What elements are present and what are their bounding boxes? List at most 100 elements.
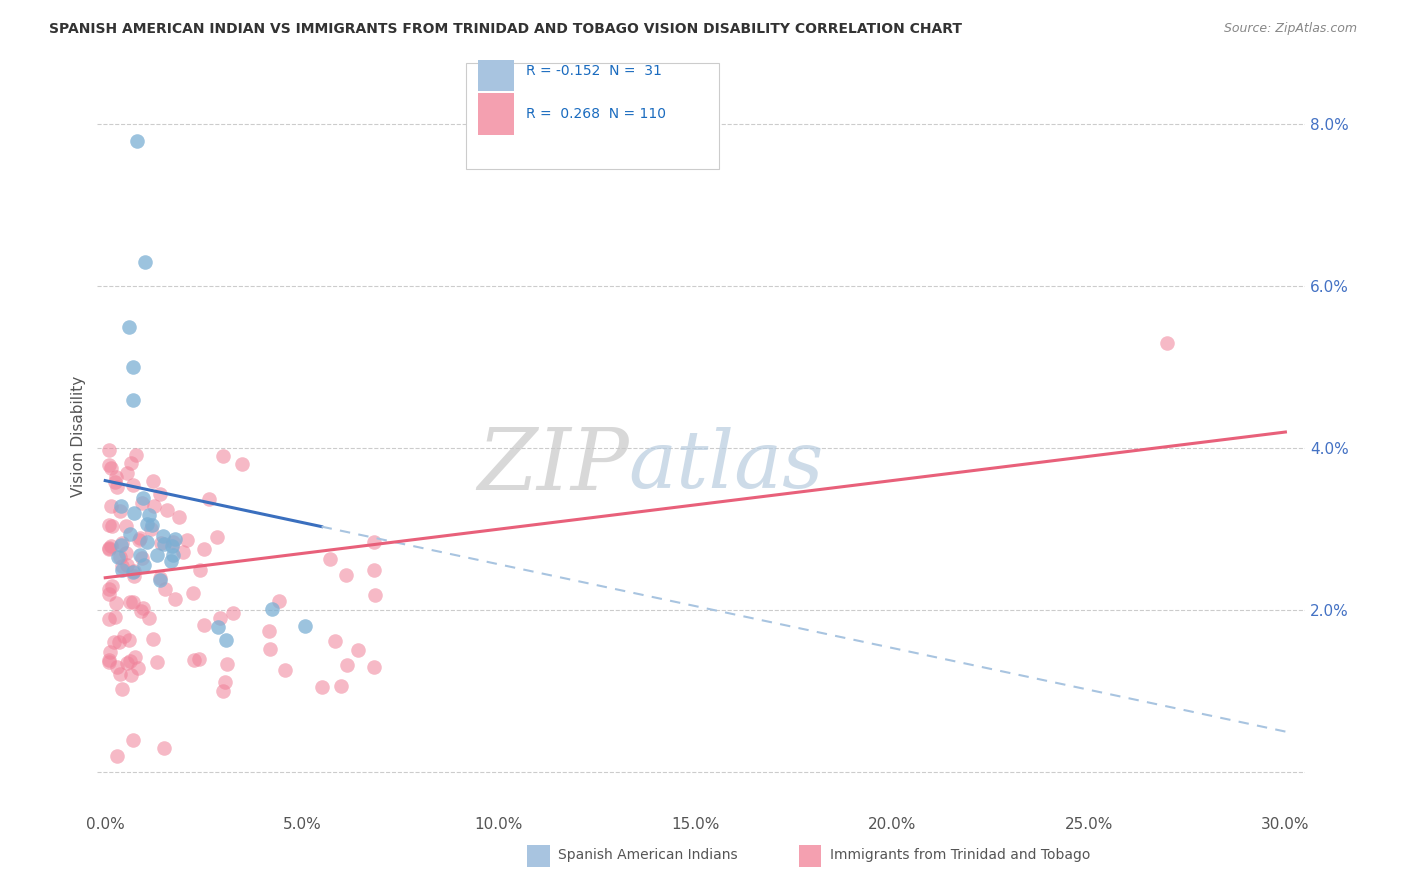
Point <box>231 457 253 471</box>
Point <box>363 534 385 549</box>
Point <box>107 635 129 649</box>
Point <box>363 589 385 603</box>
Point <box>146 548 169 562</box>
Point <box>122 564 145 578</box>
Text: SPANISH AMERICAN INDIAN VS IMMIGRANTS FROM TRINIDAD AND TOBAGO VISION DISABILITY: SPANISH AMERICAN INDIAN VS IMMIGRANTS FR… <box>49 22 962 37</box>
Text: Source: ZipAtlas.com: Source: ZipAtlas.com <box>1223 22 1357 36</box>
Bar <box>478 50 515 91</box>
Text: R = -0.152  N =  31: R = -0.152 N = 31 <box>526 63 662 78</box>
Point <box>98 612 121 626</box>
Point <box>122 595 145 609</box>
Point <box>131 551 153 566</box>
Point <box>149 487 172 501</box>
Point <box>118 595 141 609</box>
Point <box>105 748 128 763</box>
Point <box>212 683 235 698</box>
Point <box>188 563 211 577</box>
Point <box>98 541 121 556</box>
Point <box>259 641 281 656</box>
Point <box>135 535 157 549</box>
Point <box>115 656 138 670</box>
Point <box>346 643 368 657</box>
Point <box>125 134 148 148</box>
Point <box>153 537 176 551</box>
Point <box>132 558 155 572</box>
Point <box>149 573 172 587</box>
Point <box>115 466 138 480</box>
Point <box>197 492 219 507</box>
Point <box>142 632 165 646</box>
Point <box>336 658 359 673</box>
Y-axis label: Vision Disability: Vision Disability <box>72 376 86 497</box>
Point <box>121 360 143 375</box>
Point <box>121 732 143 747</box>
Point <box>128 549 150 563</box>
Point <box>131 496 153 510</box>
Point <box>274 663 297 677</box>
Point <box>98 541 121 555</box>
Point <box>169 510 191 524</box>
Point <box>319 551 342 566</box>
Point <box>121 392 143 407</box>
Point <box>110 538 132 552</box>
Point <box>127 661 149 675</box>
Point <box>135 516 157 531</box>
Point <box>142 475 165 489</box>
Point <box>172 545 194 559</box>
Point <box>115 558 138 573</box>
Point <box>118 319 141 334</box>
Point <box>100 460 122 475</box>
Point <box>159 554 181 568</box>
Point <box>188 652 211 666</box>
Point <box>131 600 153 615</box>
Point <box>212 449 235 463</box>
Point <box>209 611 232 625</box>
Point <box>122 569 145 583</box>
Point <box>105 480 128 494</box>
Point <box>108 550 131 565</box>
Point <box>138 611 160 625</box>
Point <box>110 503 132 517</box>
Point <box>1156 335 1178 350</box>
Point <box>323 633 346 648</box>
Point <box>215 633 238 648</box>
Point <box>141 517 163 532</box>
Point <box>335 568 357 582</box>
Point <box>111 681 134 696</box>
Point <box>98 653 121 667</box>
Point <box>101 519 124 533</box>
Point <box>111 536 134 550</box>
Point <box>103 635 125 649</box>
Point <box>114 519 136 533</box>
Point <box>153 740 176 755</box>
Point <box>207 620 229 634</box>
Point <box>363 563 385 577</box>
Point <box>193 617 215 632</box>
Bar <box>478 94 515 135</box>
Point <box>124 448 146 462</box>
Point <box>104 596 127 610</box>
Point <box>259 624 281 639</box>
Point <box>363 660 385 674</box>
Point <box>111 558 134 573</box>
Point <box>120 456 142 470</box>
Point <box>142 499 165 513</box>
Point <box>152 529 174 543</box>
Point <box>104 475 127 490</box>
Point <box>162 548 184 562</box>
Point <box>146 655 169 669</box>
Point <box>267 594 290 608</box>
Point <box>215 657 238 671</box>
Point <box>163 532 186 546</box>
Point <box>214 675 236 690</box>
Point <box>149 571 172 585</box>
Point <box>117 633 139 648</box>
Point <box>101 579 124 593</box>
Point <box>98 655 121 669</box>
Point <box>134 255 156 269</box>
Point <box>100 499 122 513</box>
Point <box>108 666 131 681</box>
Bar <box>465 63 720 169</box>
Point <box>205 530 228 544</box>
Point <box>98 518 121 533</box>
